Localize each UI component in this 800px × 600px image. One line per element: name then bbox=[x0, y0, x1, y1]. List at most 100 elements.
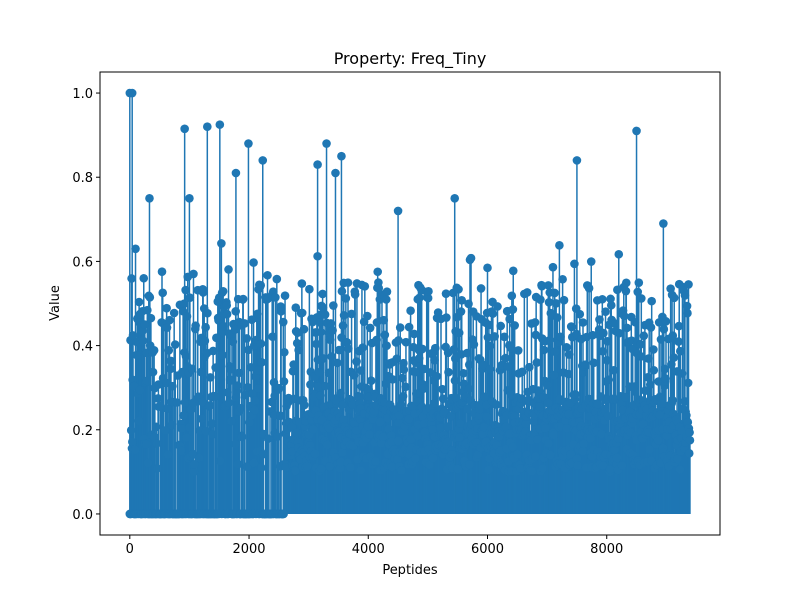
stem-marker bbox=[451, 393, 461, 403]
stem-marker bbox=[685, 428, 694, 437]
stem-marker bbox=[463, 404, 472, 414]
stem-marker bbox=[398, 373, 407, 383]
stem-marker bbox=[551, 299, 561, 308]
stem-marker bbox=[132, 350, 141, 360]
stem-marker bbox=[195, 426, 204, 435]
stem-marker bbox=[630, 387, 640, 396]
stem-marker bbox=[312, 339, 321, 349]
stem-marker bbox=[552, 313, 562, 322]
stem-marker bbox=[668, 331, 678, 341]
stem-marker bbox=[326, 319, 336, 328]
stem-marker bbox=[163, 450, 173, 459]
stem-marker bbox=[211, 363, 220, 372]
stem-marker bbox=[292, 428, 302, 438]
stem-marker bbox=[349, 371, 359, 380]
stem-marker bbox=[384, 424, 394, 434]
stem-marker bbox=[337, 448, 347, 457]
stem-marker bbox=[338, 321, 348, 330]
stem-marker bbox=[675, 465, 685, 474]
stem-marker bbox=[484, 320, 494, 330]
stem-marker bbox=[314, 368, 324, 377]
stem-marker bbox=[344, 344, 353, 354]
stem-marker bbox=[138, 336, 148, 346]
stem-marker bbox=[355, 393, 364, 403]
stem-marker bbox=[294, 345, 303, 355]
stem-marker bbox=[401, 337, 411, 347]
stem-marker bbox=[654, 377, 663, 386]
stem-marker bbox=[578, 446, 587, 456]
stem-marker bbox=[522, 288, 532, 297]
stem-marker bbox=[510, 321, 519, 330]
stem-marker bbox=[599, 328, 608, 338]
stem-marker bbox=[606, 300, 616, 310]
stem-marker bbox=[630, 317, 640, 327]
stem-marker bbox=[319, 354, 328, 363]
stem-marker bbox=[682, 301, 692, 311]
stem-marker bbox=[185, 193, 194, 203]
stem-marker bbox=[163, 404, 172, 413]
stem-marker bbox=[675, 346, 685, 356]
stem-marker bbox=[604, 375, 614, 384]
stem-marker bbox=[573, 461, 582, 470]
stem-marker bbox=[127, 274, 136, 283]
stem-marker bbox=[186, 405, 196, 414]
stem-marker bbox=[538, 463, 547, 473]
stem-marker bbox=[143, 305, 152, 315]
stem-marker bbox=[242, 462, 252, 471]
stem-marker bbox=[657, 399, 667, 408]
stem-marker bbox=[256, 339, 266, 348]
stem-marker bbox=[289, 360, 298, 369]
stem-marker bbox=[292, 338, 302, 348]
stem-marker bbox=[570, 259, 579, 269]
stem-marker bbox=[490, 332, 499, 341]
stem-marker bbox=[318, 303, 328, 312]
x-tick-label: 4000 bbox=[352, 542, 385, 557]
stem-marker bbox=[659, 219, 668, 228]
stem-marker bbox=[649, 345, 658, 354]
stem-marker bbox=[643, 373, 653, 382]
stem-marker bbox=[414, 354, 424, 363]
stem-marker bbox=[601, 307, 610, 316]
stem-marker bbox=[618, 405, 628, 415]
stem-marker bbox=[683, 378, 693, 388]
stem-marker bbox=[558, 274, 567, 284]
stem-marker bbox=[157, 267, 167, 277]
stem-marker bbox=[669, 353, 679, 362]
stem-marker bbox=[381, 379, 391, 389]
stem-marker bbox=[142, 376, 152, 386]
stem-marker bbox=[249, 258, 258, 267]
stem-marker bbox=[562, 343, 571, 352]
stem-marker bbox=[246, 362, 256, 372]
stem-marker bbox=[336, 388, 345, 398]
stem-marker bbox=[578, 318, 588, 327]
stem-marker bbox=[541, 423, 550, 433]
stem-marker bbox=[343, 278, 353, 287]
stem-marker bbox=[387, 462, 397, 472]
stem-marker bbox=[380, 330, 390, 340]
stem-marker bbox=[366, 376, 376, 385]
stem-marker bbox=[373, 267, 382, 277]
stem-marker bbox=[673, 454, 682, 464]
stem-marker bbox=[189, 467, 199, 477]
stem-marker bbox=[455, 433, 464, 442]
stem-marker bbox=[166, 364, 175, 374]
y-axis-label: Value bbox=[48, 285, 63, 321]
stem-marker bbox=[419, 364, 429, 374]
stem-marker bbox=[335, 464, 345, 473]
stem-marker bbox=[545, 335, 555, 345]
stem-marker bbox=[508, 305, 518, 314]
stem-marker bbox=[432, 371, 442, 381]
stem-marker bbox=[406, 306, 415, 316]
stem-marker bbox=[176, 446, 186, 456]
stem-marker bbox=[250, 405, 259, 415]
stem-marker bbox=[228, 337, 238, 347]
stem-marker bbox=[530, 318, 540, 327]
stem-marker bbox=[313, 160, 322, 169]
stem-marker bbox=[365, 323, 375, 333]
stem-marker bbox=[401, 382, 410, 392]
stem-marker bbox=[425, 368, 435, 377]
stem-marker bbox=[205, 401, 214, 410]
stem-marker bbox=[661, 317, 671, 326]
stem-marker bbox=[517, 367, 527, 377]
stem-marker bbox=[224, 398, 234, 407]
